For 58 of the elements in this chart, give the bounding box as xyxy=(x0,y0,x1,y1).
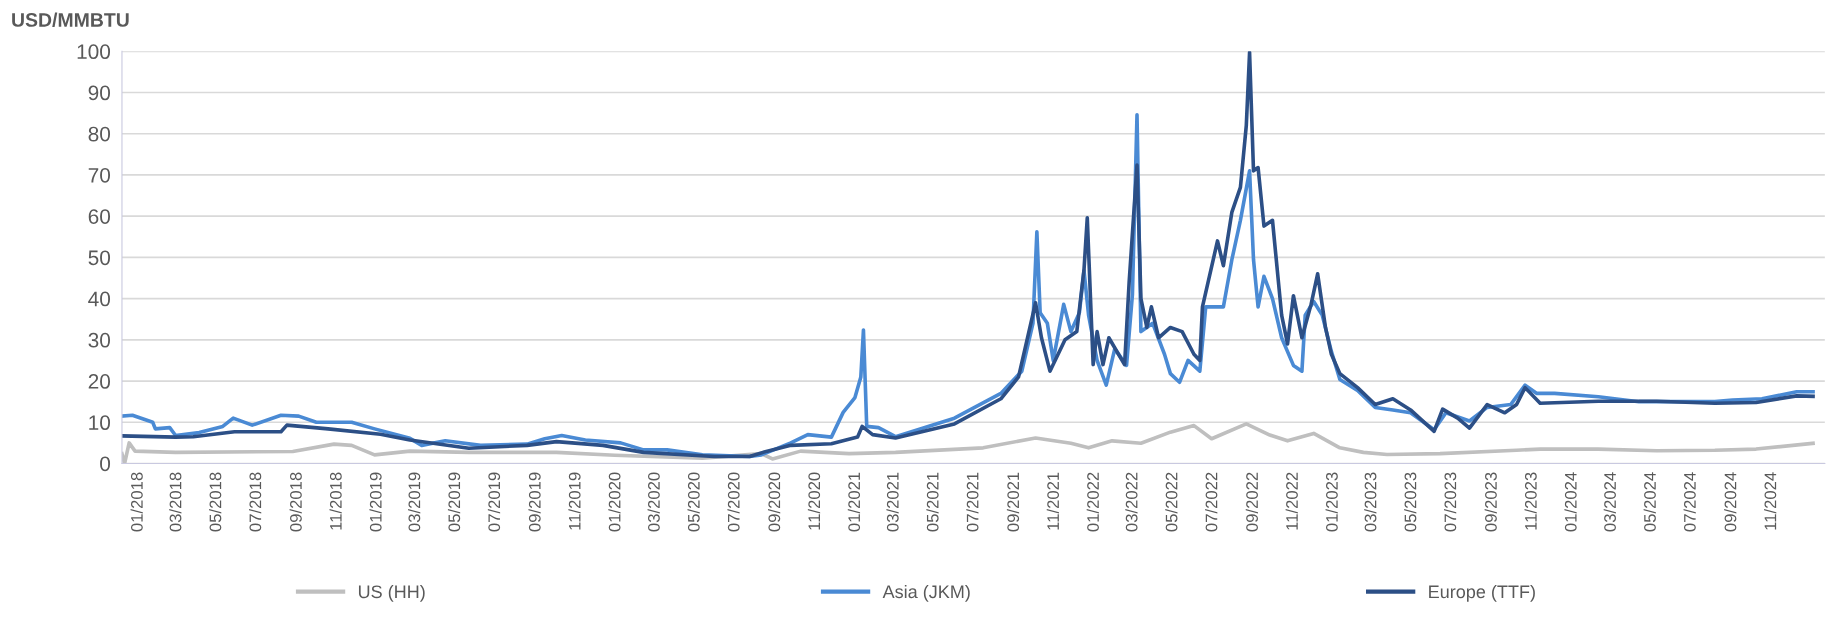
x-tick-label: 09/2020 xyxy=(767,472,781,532)
y-tick-label: 50 xyxy=(88,250,111,266)
x-tick-label: 05/2024 xyxy=(1643,472,1656,532)
x-tick-label: 09/2018 xyxy=(289,472,302,532)
x-tick-label: 01/2019 xyxy=(369,472,382,532)
y-tick-label: 80 xyxy=(88,126,111,142)
x-tick-label: 01/2022 xyxy=(1086,472,1099,532)
x-tick-label: 03/2018 xyxy=(169,472,182,532)
y-tick-label: 0 xyxy=(100,456,111,472)
x-tick-label: 11/2018 xyxy=(329,472,342,530)
x-tick-label: 01/2023 xyxy=(1325,472,1338,532)
x-tick-label: 09/2024 xyxy=(1724,472,1737,532)
legend-label: US (HH) xyxy=(358,584,425,602)
y-tick-label: 60 xyxy=(88,209,111,224)
x-tick-label: 09/2019 xyxy=(528,472,541,532)
x-tick-label: 05/2018 xyxy=(209,472,222,532)
legend-label: Europe (TTF) xyxy=(1429,584,1535,602)
y-tick-label: 100 xyxy=(77,44,111,60)
x-tick-label: 05/2023 xyxy=(1404,472,1417,532)
x-tick-label: 01/2021 xyxy=(847,472,861,532)
x-tick-label: 03/2020 xyxy=(647,472,660,532)
x-tick-label: 01/2018 xyxy=(130,472,143,532)
x-tick-label: 03/2021 xyxy=(886,472,899,532)
x-tick-label: 07/2019 xyxy=(487,472,501,532)
x-tick-label: 01/2024 xyxy=(1564,472,1577,532)
x-tick-label: 11/2021 xyxy=(1046,472,1060,530)
line-series xyxy=(121,422,1815,464)
y-tick-label: 90 xyxy=(88,85,111,101)
y-tick-label: 10 xyxy=(89,415,111,431)
x-tick-label: 05/2021 xyxy=(926,472,939,532)
x-tick-label: 05/2022 xyxy=(1165,472,1178,532)
x-tick-label: 07/2020 xyxy=(727,472,740,532)
x-tick-label: 05/2019 xyxy=(447,472,461,532)
x-tick-label: 03/2022 xyxy=(1125,472,1138,532)
y-tick-label: 30 xyxy=(88,332,111,348)
x-tick-label: 05/2020 xyxy=(687,472,700,532)
y-tick-label: 70 xyxy=(88,167,111,183)
x-tick-label: 09/2021 xyxy=(1006,472,1020,532)
y-tick-label: 40 xyxy=(88,291,111,307)
x-tick-label: 11/2024 xyxy=(1764,472,1777,530)
y-axis-title: USD/MMBTU xyxy=(12,12,129,28)
x-tick-label: 03/2023 xyxy=(1364,472,1377,532)
x-tick-label: 11/2022 xyxy=(1285,472,1298,530)
x-tick-label: 03/2019 xyxy=(408,472,421,532)
x-tick-label: 09/2022 xyxy=(1245,472,1258,532)
x-tick-label: 11/2023 xyxy=(1524,472,1537,530)
x-tick-label: 11/2019 xyxy=(568,472,581,530)
x-tick-label: 09/2023 xyxy=(1484,472,1497,532)
x-tick-label: 07/2021 xyxy=(966,472,979,532)
x-tick-label: 11/2020 xyxy=(807,472,821,530)
legend-label: Asia (JKM) xyxy=(882,584,970,602)
y-tick-label: 20 xyxy=(88,374,111,389)
x-tick-label: 07/2022 xyxy=(1205,472,1218,532)
x-tick-label: 03/2024 xyxy=(1603,472,1616,532)
x-tick-label: 07/2024 xyxy=(1683,472,1696,532)
x-tick-label: 01/2020 xyxy=(608,472,621,532)
x-tick-label: 07/2023 xyxy=(1444,472,1457,532)
x-tick-label: 07/2018 xyxy=(249,472,262,532)
